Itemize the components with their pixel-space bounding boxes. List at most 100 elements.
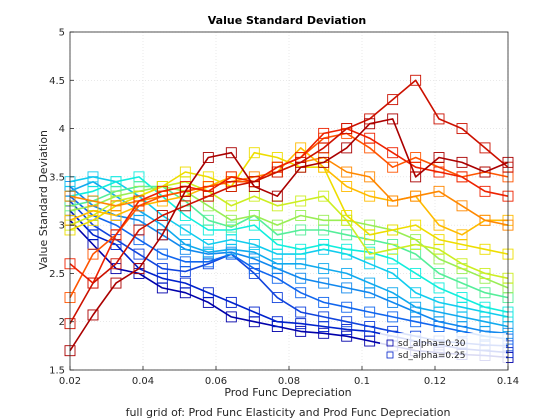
data-point-8-10 <box>295 224 307 236</box>
data-point-11-12 <box>341 210 353 221</box>
data-point-16-11 <box>318 142 330 154</box>
y-tick-label-1: 2 <box>59 317 65 328</box>
x-tick-label-6: 0.14 <box>497 376 519 387</box>
data-point-10-7 <box>225 200 237 212</box>
data-point-1-10 <box>295 318 307 330</box>
data-point-11-14 <box>387 224 399 236</box>
figure-caption: full grid of: Prod Func Elasticity and P… <box>126 406 451 419</box>
data-point-7-12 <box>341 243 353 255</box>
series-line-16 <box>69 79 509 324</box>
x-tick-label-0: 0.02 <box>59 376 81 387</box>
data-point-11-8 <box>248 147 260 159</box>
data-point-7-11 <box>318 239 330 250</box>
data-point-8-18 <box>479 287 491 299</box>
legend-entry-2: sd_alpha=0.25 <box>398 351 465 361</box>
data-point-16-4 <box>156 210 168 221</box>
data-point-16-2 <box>110 258 122 270</box>
data-point-2-4 <box>156 263 168 275</box>
series-group <box>64 74 514 363</box>
data-point-3-10 <box>295 287 307 299</box>
data-point-16-17 <box>456 123 468 135</box>
y-tick-label-5: 4 <box>59 124 65 135</box>
data-point-15-18 <box>479 185 491 197</box>
data-point-5-8 <box>248 246 260 258</box>
y-tick-label-3: 3 <box>59 221 65 232</box>
data-point-13-2 <box>110 200 122 212</box>
series-line-4 <box>69 185 509 335</box>
data-point-16-12 <box>341 123 353 135</box>
data-point-8-12 <box>341 229 353 241</box>
data-point-17-15 <box>410 171 422 183</box>
data-point-1-12 <box>341 323 353 335</box>
data-point-13-1 <box>87 195 99 207</box>
y-tick-label-4: 3.5 <box>49 172 65 183</box>
data-point-6-5 <box>179 224 191 236</box>
data-point-10-15 <box>410 239 422 250</box>
data-point-13-17 <box>456 200 468 212</box>
data-point-10-11 <box>318 190 330 202</box>
data-point-1-6 <box>202 287 214 299</box>
data-point-17-12 <box>341 142 353 154</box>
data-point-7-17 <box>456 292 468 304</box>
data-point-16-18 <box>479 142 491 154</box>
data-point-5-11 <box>318 263 330 275</box>
data-point-16-15 <box>410 74 422 86</box>
data-point-7-10 <box>295 243 307 255</box>
data-point-11-13 <box>364 229 376 241</box>
data-point-7-18 <box>479 301 491 313</box>
data-point-17-18 <box>479 166 491 178</box>
data-point-10-13 <box>364 248 376 260</box>
data-point-5-6 <box>202 246 214 258</box>
data-point-2-10 <box>295 306 307 318</box>
series-line-5 <box>69 180 509 328</box>
data-point-17-11 <box>318 156 330 168</box>
data-point-13-12 <box>341 166 353 178</box>
data-point-13-15 <box>410 190 422 202</box>
data-point-2-11 <box>318 311 330 323</box>
data-point-1-9 <box>271 316 283 328</box>
data-point-9-7 <box>225 214 237 226</box>
data-point-5-12 <box>341 267 353 279</box>
y-tick-label-2: 2.5 <box>49 269 65 280</box>
data-point-16-14 <box>387 94 399 106</box>
data-point-15-13 <box>364 132 376 144</box>
data-point-6-15 <box>410 287 422 299</box>
data-point-17-6 <box>202 152 214 163</box>
x-tick-label-4: 0.1 <box>354 376 370 387</box>
data-point-3-4 <box>156 248 168 260</box>
data-point-15-4 <box>156 185 168 197</box>
data-point-9-10 <box>295 210 307 221</box>
data-point-2-3 <box>133 248 145 260</box>
data-point-2-12 <box>341 316 353 328</box>
data-point-17-16 <box>433 152 445 163</box>
data-point-3-12 <box>341 301 353 313</box>
data-point-8-7 <box>225 221 237 233</box>
data-point-1-8 <box>248 306 260 318</box>
data-point-5-14 <box>387 287 399 299</box>
data-point-17-14 <box>387 113 399 125</box>
data-point-13-14 <box>387 195 399 207</box>
y-tick-label-6: 4.5 <box>49 76 65 87</box>
data-point-7-15 <box>410 267 422 279</box>
series-line-15 <box>69 127 509 284</box>
data-point-9-11 <box>318 214 330 226</box>
data-point-11-16 <box>433 234 445 246</box>
data-point-15-2 <box>110 229 122 241</box>
data-point-16-9 <box>271 166 283 178</box>
data-point-15-17 <box>456 171 468 183</box>
series-17 <box>64 113 514 357</box>
x-axis-label: Prod Func Depreciation <box>224 386 351 399</box>
data-point-11-5 <box>179 166 191 178</box>
data-point-10-18 <box>479 267 491 279</box>
data-point-15-16 <box>433 166 445 178</box>
data-point-3-5 <box>179 256 191 268</box>
data-point-16-1 <box>87 277 99 289</box>
data-point-1-5 <box>179 277 191 289</box>
data-point-8-6 <box>202 214 214 226</box>
data-point-5-5 <box>179 239 191 250</box>
y-tick-label-7: 5 <box>59 28 65 39</box>
data-point-9-8 <box>248 210 260 221</box>
legend-marker-2 <box>386 351 394 359</box>
data-point-3-13 <box>364 306 376 318</box>
